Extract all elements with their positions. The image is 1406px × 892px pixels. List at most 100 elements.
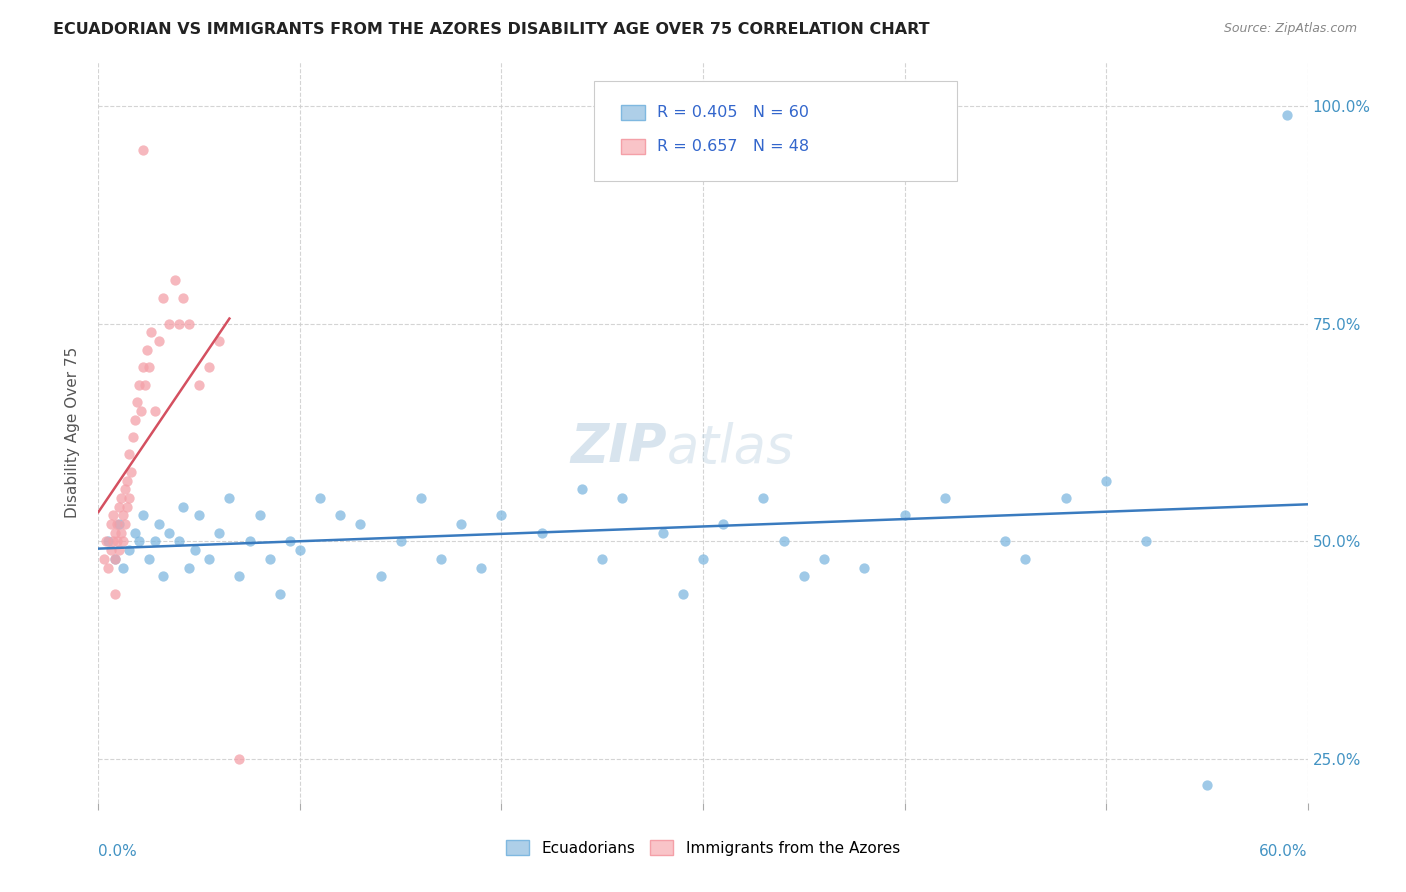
Point bbox=[115, 500, 138, 514]
Point bbox=[571, 482, 593, 496]
Point bbox=[128, 534, 150, 549]
Point bbox=[198, 360, 221, 375]
Point bbox=[349, 517, 371, 532]
Point bbox=[711, 517, 734, 532]
Point bbox=[692, 552, 714, 566]
Point bbox=[111, 534, 134, 549]
Point bbox=[370, 569, 392, 583]
Point bbox=[239, 534, 262, 549]
Point bbox=[97, 560, 120, 574]
Point bbox=[110, 491, 132, 505]
Point bbox=[124, 525, 146, 540]
Point bbox=[110, 525, 132, 540]
Point bbox=[143, 534, 166, 549]
Text: ZIP: ZIP bbox=[571, 421, 666, 474]
Text: atlas: atlas bbox=[666, 421, 794, 474]
Point bbox=[430, 552, 453, 566]
Point bbox=[100, 517, 122, 532]
Point bbox=[1014, 552, 1036, 566]
Point bbox=[269, 587, 291, 601]
Point bbox=[93, 552, 115, 566]
Point bbox=[994, 534, 1017, 549]
Point bbox=[132, 508, 155, 523]
Point bbox=[120, 465, 142, 479]
Point bbox=[188, 508, 211, 523]
Point bbox=[103, 525, 125, 540]
Text: ECUADORIAN VS IMMIGRANTS FROM THE AZORES DISABILITY AGE OVER 75 CORRELATION CHAR: ECUADORIAN VS IMMIGRANTS FROM THE AZORES… bbox=[53, 22, 929, 37]
Point bbox=[1095, 474, 1118, 488]
Point bbox=[115, 474, 138, 488]
Point bbox=[107, 500, 129, 514]
Point bbox=[97, 534, 120, 549]
Point bbox=[1195, 778, 1218, 792]
Point bbox=[103, 552, 125, 566]
Point bbox=[118, 543, 141, 558]
Point bbox=[143, 404, 166, 418]
Text: R = 0.405   N = 60: R = 0.405 N = 60 bbox=[657, 105, 808, 120]
Point bbox=[152, 291, 174, 305]
Point bbox=[121, 430, 143, 444]
Point bbox=[107, 543, 129, 558]
Point bbox=[103, 587, 125, 601]
Point bbox=[138, 360, 160, 375]
Point bbox=[1054, 491, 1077, 505]
Text: R = 0.657   N = 48: R = 0.657 N = 48 bbox=[657, 138, 810, 153]
Point bbox=[1135, 534, 1157, 549]
Point bbox=[111, 508, 134, 523]
Point bbox=[934, 491, 956, 505]
Point bbox=[135, 343, 157, 357]
Point bbox=[813, 552, 835, 566]
Point bbox=[114, 517, 136, 532]
Point bbox=[105, 517, 128, 532]
Text: 0.0%: 0.0% bbox=[98, 844, 138, 858]
Point bbox=[100, 543, 122, 558]
FancyBboxPatch shape bbox=[621, 138, 645, 153]
Point bbox=[96, 534, 118, 549]
Point bbox=[409, 491, 432, 505]
Point bbox=[309, 491, 332, 505]
Point bbox=[853, 560, 876, 574]
Point bbox=[208, 334, 231, 348]
Point bbox=[651, 525, 673, 540]
Point bbox=[179, 560, 201, 574]
Point bbox=[772, 534, 794, 549]
Point bbox=[179, 317, 201, 331]
Point bbox=[389, 534, 412, 549]
Point bbox=[101, 534, 124, 549]
Point bbox=[470, 560, 492, 574]
Point bbox=[450, 517, 472, 532]
Point bbox=[152, 569, 174, 583]
Text: 60.0%: 60.0% bbox=[1260, 844, 1308, 858]
Point bbox=[329, 508, 352, 523]
Point bbox=[218, 491, 240, 505]
Point bbox=[134, 377, 156, 392]
Point bbox=[139, 326, 162, 340]
Point bbox=[111, 560, 134, 574]
Point bbox=[228, 569, 250, 583]
FancyBboxPatch shape bbox=[595, 81, 957, 181]
Point bbox=[278, 534, 301, 549]
Point bbox=[530, 525, 553, 540]
Point bbox=[138, 552, 160, 566]
Text: Source: ZipAtlas.com: Source: ZipAtlas.com bbox=[1223, 22, 1357, 36]
Point bbox=[114, 482, 136, 496]
Point bbox=[132, 143, 155, 157]
Point bbox=[591, 552, 613, 566]
Legend: Ecuadorians, Immigrants from the Azores: Ecuadorians, Immigrants from the Azores bbox=[501, 834, 905, 862]
Point bbox=[124, 412, 146, 426]
Point bbox=[208, 525, 231, 540]
Point bbox=[125, 395, 148, 409]
Point bbox=[259, 552, 281, 566]
Point bbox=[172, 291, 194, 305]
Point bbox=[491, 508, 513, 523]
Point bbox=[198, 552, 221, 566]
Point bbox=[163, 273, 186, 287]
Y-axis label: Disability Age Over 75: Disability Age Over 75 bbox=[65, 347, 80, 518]
Point bbox=[288, 543, 311, 558]
Point bbox=[107, 517, 129, 532]
Point bbox=[612, 491, 634, 505]
Point bbox=[157, 525, 180, 540]
Point bbox=[228, 752, 250, 766]
Point bbox=[249, 508, 271, 523]
Point bbox=[101, 508, 124, 523]
